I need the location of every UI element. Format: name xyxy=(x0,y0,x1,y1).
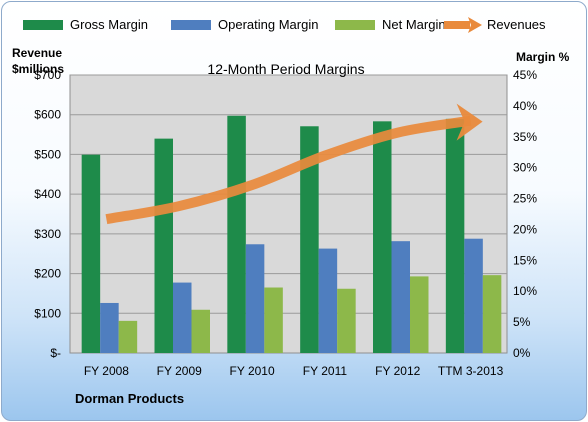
chart-title: 12-Month Period Margins xyxy=(207,61,364,77)
legend-label: Revenues xyxy=(487,17,546,32)
category-label: FY 2008 xyxy=(84,364,129,378)
right-tick-label: 0% xyxy=(513,346,531,360)
right-tick-label: 30% xyxy=(513,161,537,175)
left-tick-label: $- xyxy=(50,346,61,360)
legend-label: Gross Margin xyxy=(70,17,148,32)
right-tick-label: 25% xyxy=(513,192,537,206)
bar-gross-margin xyxy=(445,118,465,354)
bar-operating-margin xyxy=(245,244,265,353)
bar-operating-margin xyxy=(464,238,483,353)
bar-gross-margin xyxy=(154,138,173,353)
left-tick-label: $500 xyxy=(34,147,61,161)
bar-net-margin xyxy=(337,288,356,353)
right-tick-label: 35% xyxy=(513,130,537,144)
bar-net-margin xyxy=(118,320,138,353)
legend-label: Net Margin xyxy=(382,17,446,32)
revenues-arrowhead xyxy=(456,103,483,141)
legend-label: Operating Margin xyxy=(218,17,318,32)
bar-net-margin xyxy=(191,309,210,353)
category-label: FY 2009 xyxy=(157,364,202,378)
bar-operating-margin xyxy=(391,241,410,353)
bar-operating-margin xyxy=(173,282,192,353)
footer-label: Dorman Products xyxy=(75,391,184,406)
right-axis-title: Margin % xyxy=(516,50,570,64)
bar-net-margin xyxy=(264,287,283,353)
left-axis-title: $millions xyxy=(12,62,64,76)
left-tick-label: $200 xyxy=(34,267,61,281)
right-tick-label: 15% xyxy=(513,253,537,267)
bar-gross-margin xyxy=(81,154,101,353)
right-tick-label: 10% xyxy=(513,284,537,298)
bar-net-margin xyxy=(482,275,502,353)
left-tick-label: $600 xyxy=(34,108,61,122)
bar-net-margin xyxy=(410,276,429,353)
category-label: FY 2011 xyxy=(303,364,348,378)
bar-gross-margin xyxy=(373,121,392,353)
left-tick-label: $700 xyxy=(34,68,61,82)
right-tick-label: 45% xyxy=(513,68,537,82)
category-label: TTM 3-2013 xyxy=(438,364,504,378)
legend-swatch-arrow xyxy=(468,17,482,33)
left-tick-label: $100 xyxy=(34,306,61,320)
right-tick-label: 5% xyxy=(513,315,531,329)
left-axis-title: Revenue xyxy=(12,46,62,60)
legend-swatch xyxy=(171,20,211,30)
legend-swatch xyxy=(23,20,63,30)
left-tick-label: $300 xyxy=(34,227,61,241)
legend-swatch xyxy=(335,20,375,30)
bar-gross-margin xyxy=(300,126,319,353)
bar-operating-margin xyxy=(318,248,338,353)
bar-operating-margin xyxy=(100,302,119,353)
category-label: FY 2010 xyxy=(230,364,275,378)
right-tick-label: 20% xyxy=(513,222,537,236)
right-tick-label: 40% xyxy=(513,99,537,113)
revenues-line xyxy=(105,115,472,225)
category-label: FY 2012 xyxy=(375,364,420,378)
left-tick-label: $400 xyxy=(34,187,61,201)
bar-gross-margin xyxy=(227,115,246,353)
